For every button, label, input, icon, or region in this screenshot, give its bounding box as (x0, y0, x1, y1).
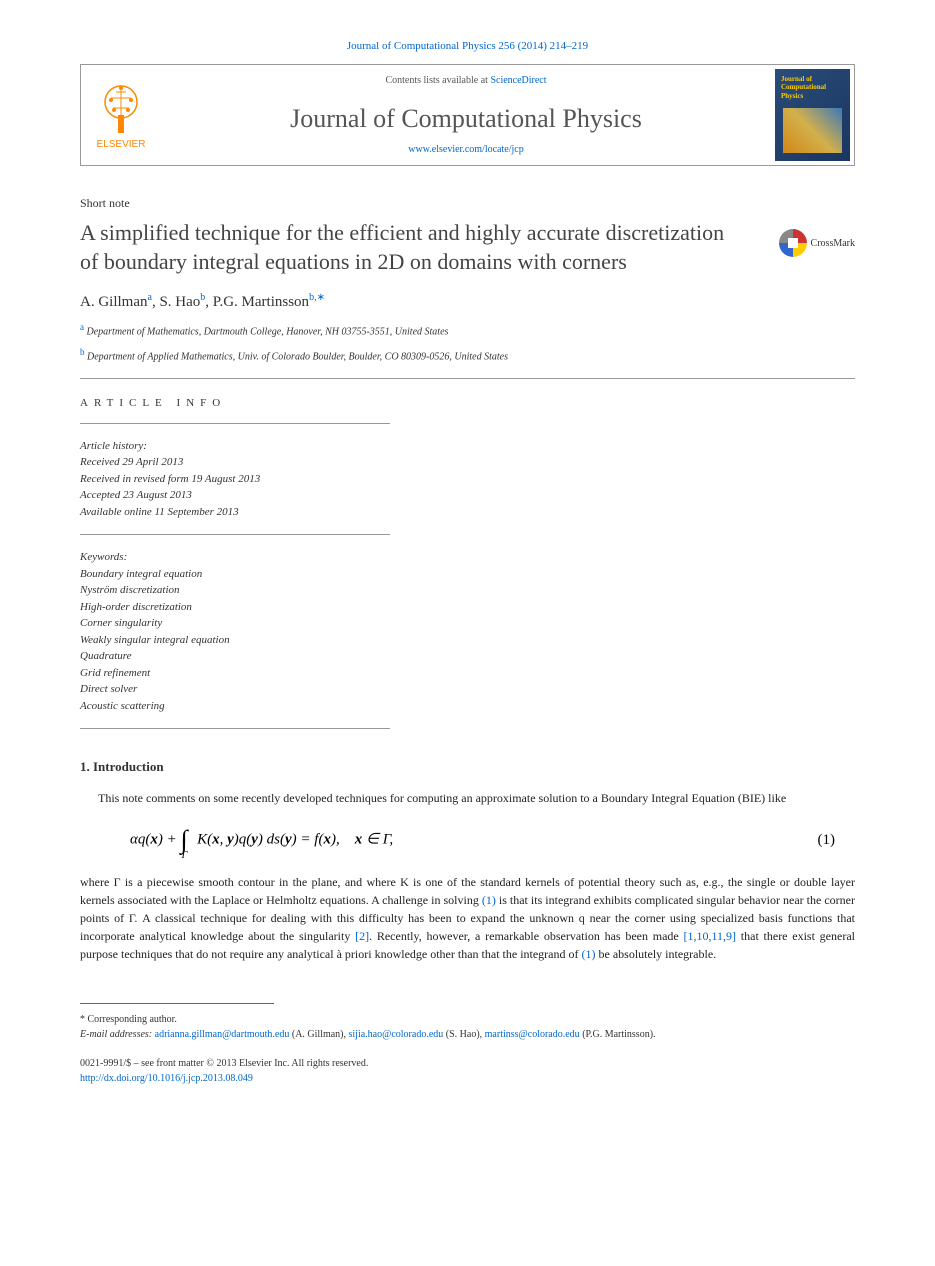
journal-citation: Journal of Computational Physics 256 (20… (80, 40, 855, 52)
rule (80, 534, 390, 535)
section-1-heading: 1. Introduction (80, 759, 855, 775)
author-1: A. Gillman (80, 294, 148, 310)
keyword-item: Acoustic scattering (80, 698, 390, 715)
author-3-affil[interactable]: b,∗ (309, 292, 325, 303)
equation-1-content: αq(x) + ∫Γ K(x, y)q(y) ds(y) = f(x), x ∈… (130, 825, 818, 855)
email-3-who: (P.G. Martinsson). (580, 1029, 656, 1040)
integral-subscript: Γ (182, 850, 188, 861)
ref-eq1-link[interactable]: (1) (482, 893, 496, 907)
rule (80, 378, 855, 379)
affil-a-text: Department of Mathematics, Dartmouth Col… (84, 327, 448, 338)
history-label: Article history: (80, 438, 390, 455)
rule (80, 423, 390, 424)
keyword-item: Grid refinement (80, 665, 390, 682)
equation-1-number: (1) (818, 832, 836, 849)
journal-url-link[interactable]: www.elsevier.com/locate/jcp (161, 144, 771, 155)
ref-2-link[interactable]: [2] (355, 929, 369, 943)
email-3-link[interactable]: martinss@colorado.edu (485, 1029, 580, 1040)
para2-e: be absolutely integrable. (596, 947, 717, 961)
email-1-who: (A. Gillman), (289, 1029, 348, 1040)
article-info-section: ARTICLE INFO Article history: Received 2… (80, 397, 855, 730)
rule (80, 728, 390, 729)
affiliation-b: b Department of Applied Mathematics, Uni… (80, 346, 855, 364)
copyright-line: 0021-9991/$ – see front matter © 2013 El… (80, 1056, 855, 1071)
affil-b-text: Department of Applied Mathematics, Univ.… (85, 351, 508, 362)
crossmark-icon (779, 229, 807, 257)
intro-para-1: This note comments on some recently deve… (80, 789, 855, 807)
author-list: A. Gillmana, S. Haob, P.G. Martinssonb,∗ (80, 292, 855, 311)
keyword-item: Quadrature (80, 648, 390, 665)
crossmark-label: CrossMark (811, 238, 855, 249)
keyword-item: Corner singularity (80, 615, 390, 632)
email-2-who: (S. Hao), (443, 1029, 484, 1040)
para2-c: . Recently, however, a remarkable observ… (369, 929, 683, 943)
intro-para-2: where Γ is a piecewise smooth contour in… (80, 873, 855, 963)
affiliation-a: a Department of Mathematics, Dartmouth C… (80, 321, 855, 339)
email-addresses: E-mail addresses: adrianna.gillman@dartm… (80, 1027, 855, 1042)
email-label: E-mail addresses: (80, 1029, 155, 1040)
doi-link[interactable]: http://dx.doi.org/10.1016/j.jcp.2013.08.… (80, 1073, 253, 1084)
author-2: , S. Hao (152, 294, 200, 310)
publisher-name: ELSEVIER (97, 139, 146, 150)
cover-title: Journal of Computational Physics (781, 75, 844, 100)
article-title: A simplified technique for the efficient… (80, 219, 739, 276)
author-3: , P.G. Martinsson (205, 294, 309, 310)
keyword-item: Direct solver (80, 681, 390, 698)
header-panel: ELSEVIER Contents lists available at Sci… (80, 64, 855, 166)
email-2-link[interactable]: sijia.hao@colorado.edu (349, 1029, 444, 1040)
equation-1: αq(x) + ∫Γ K(x, y)q(y) ds(y) = f(x), x ∈… (130, 825, 855, 855)
journal-cover-thumbnail[interactable]: Journal of Computational Physics (775, 69, 850, 161)
keyword-item: Boundary integral equation (80, 566, 390, 583)
article-info-heading: ARTICLE INFO (80, 397, 855, 409)
article-type: Short note (80, 196, 855, 211)
keywords-block: Keywords: Boundary integral equationNyst… (80, 549, 390, 714)
crossmark-badge[interactable]: CrossMark (779, 229, 855, 257)
keyword-item: Nyström discretization (80, 582, 390, 599)
copyright-block: 0021-9991/$ – see front matter © 2013 El… (80, 1056, 855, 1086)
journal-name: Journal of Computational Physics (161, 104, 771, 134)
keyword-item: High-order discretization (80, 599, 390, 616)
footnote-rule (80, 1003, 274, 1004)
history-accepted: Accepted 23 August 2013 (80, 487, 390, 504)
email-1-link[interactable]: adrianna.gillman@dartmouth.edu (155, 1029, 290, 1040)
contents-prefix: Contents lists available at (385, 75, 490, 86)
keywords-label: Keywords: (80, 549, 390, 566)
history-revised: Received in revised form 19 August 2013 (80, 471, 390, 488)
ref-multi-link[interactable]: [1,10,11,9] (683, 929, 736, 943)
article-history: Article history: Received 29 April 2013 … (80, 438, 390, 521)
ref-eq1b-link[interactable]: (1) (582, 947, 596, 961)
elsevier-tree-icon (96, 80, 146, 135)
cover-graphic (783, 108, 842, 153)
publisher-logo[interactable]: ELSEVIER (81, 65, 161, 165)
keywords-list: Boundary integral equationNyström discre… (80, 566, 390, 715)
history-online: Available online 11 September 2013 (80, 504, 390, 521)
contents-available: Contents lists available at ScienceDirec… (161, 75, 771, 86)
corresponding-author-note: * Corresponding author. (80, 1012, 855, 1027)
history-received: Received 29 April 2013 (80, 454, 390, 471)
sciencedirect-link[interactable]: ScienceDirect (490, 75, 546, 86)
keyword-item: Weakly singular integral equation (80, 632, 390, 649)
